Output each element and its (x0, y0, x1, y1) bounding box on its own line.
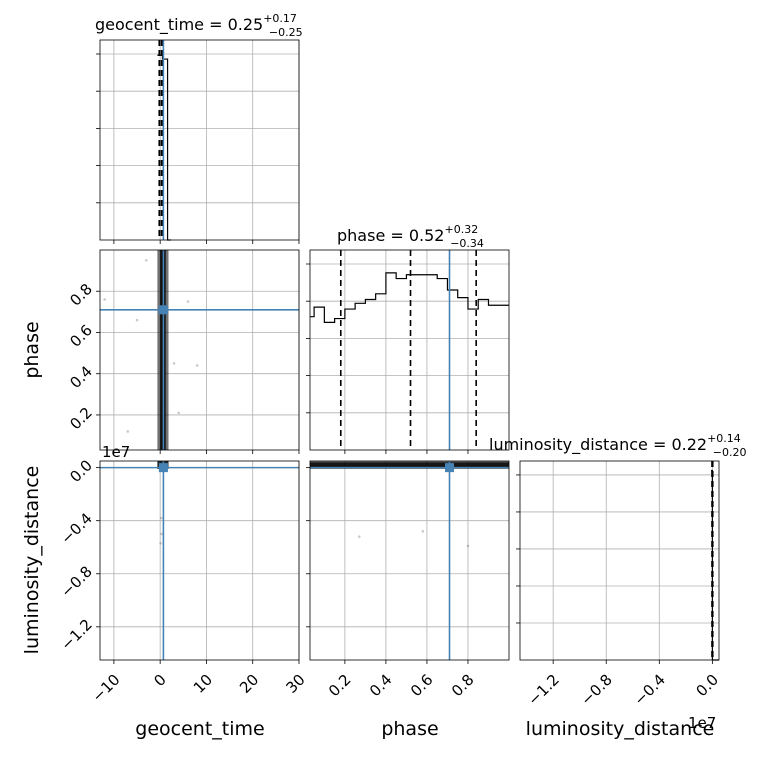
sample-point-geocent-phase (103, 298, 106, 301)
sample-point-geocent-lumdist (159, 516, 163, 520)
title-phase: phase = 0.52+0.32 −0.34 (337, 223, 484, 250)
histogram-phase (310, 272, 509, 323)
sample-point-geocent-phase (144, 259, 148, 262)
x-tick-label: 20 (236, 671, 262, 697)
sample-point-geocent-phase (126, 430, 130, 433)
panel-frame-10 (99, 249, 300, 451)
panel-frame-20 (99, 460, 300, 661)
x-tick-label: 0.2 (325, 671, 355, 701)
y-tick-label: 0.6 (66, 321, 96, 351)
x-tick-label: 10 (190, 671, 216, 697)
sample-point-geocent-phase (135, 318, 139, 322)
y-axis-label-luminosity-distance: luminosity_distance (21, 466, 43, 655)
y-tick-label: −0.8 (57, 562, 95, 600)
sample-point-geocent-phase (186, 300, 190, 303)
panel-frame-21 (309, 460, 510, 661)
truth-marker (445, 463, 455, 473)
x-tick-label: 0.6 (407, 671, 437, 701)
x-axis-label-luminosity-distance: luminosity_distance (526, 718, 715, 740)
density-core-phase-lumdist (310, 462, 509, 467)
y-axis-label-phase: phase (21, 321, 43, 378)
y-tick-label: 0.2 (66, 404, 96, 434)
y-tick-label: 0.0 (66, 456, 96, 486)
sample-point-geocent-lumdist (159, 541, 162, 545)
offset-text-row: 1e7 (102, 443, 130, 461)
x-tick-label: 0.0 (692, 671, 722, 701)
truth-marker (158, 305, 168, 315)
x-tick-label: 30 (282, 671, 308, 697)
title-luminosity-distance: luminosity_distance = 0.22+0.14 −0.20 (489, 432, 747, 459)
panel-frame-22 (519, 460, 720, 661)
x-tick-label: 0.4 (366, 671, 396, 701)
x-axis-label-phase: phase (381, 718, 438, 740)
x-tick-label: −10 (88, 671, 123, 706)
panel-frame-11 (309, 249, 510, 451)
sample-point-geocent-phase (177, 411, 180, 415)
sample-point-phase-lumdist (466, 544, 470, 548)
sample-point-geocent-phase (195, 364, 199, 367)
panel-frame-00 (99, 39, 300, 241)
title-geocent-time: geocent_time = 0.25+0.17 −0.25 (95, 12, 303, 39)
offset-text-col: 1e7 (688, 714, 716, 732)
y-tick-label: 0.4 (66, 362, 96, 392)
sample-point-phase-lumdist (421, 530, 425, 533)
sample-point-geocent-phase (172, 362, 176, 365)
y-tick-label: −1.2 (57, 616, 95, 654)
sample-point-phase-lumdist (357, 535, 361, 538)
sample-point-geocent-lumdist (160, 532, 163, 536)
x-tick-label: 0 (150, 671, 169, 690)
truth-marker (158, 463, 168, 473)
x-tick-label: 0.8 (448, 671, 478, 701)
y-tick-label: −0.4 (57, 509, 95, 547)
x-tick-label: −1.2 (524, 671, 562, 709)
x-tick-label: −0.8 (577, 671, 615, 709)
y-tick-label: 0.8 (66, 280, 96, 310)
x-tick-label: −0.4 (630, 671, 668, 709)
x-axis-label-geocent-time: geocent_time (135, 718, 264, 740)
